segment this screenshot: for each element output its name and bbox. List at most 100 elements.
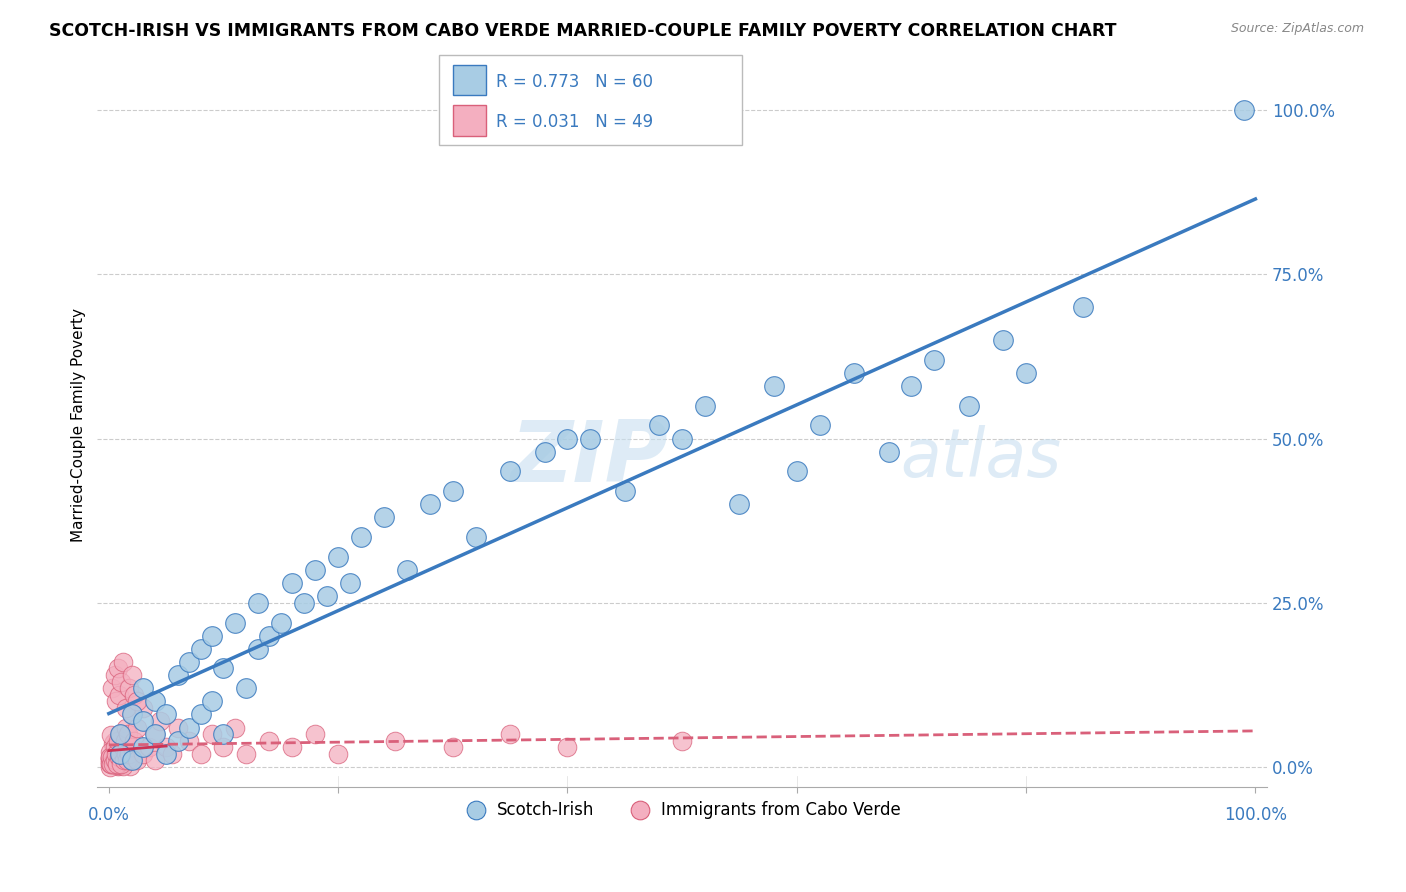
Point	[118, 753, 141, 767]
Point	[98, 756, 121, 770]
Text: 0.0%: 0.0%	[89, 806, 129, 824]
Point	[166, 668, 188, 682]
Text: R = 0.773   N = 60: R = 0.773 N = 60	[496, 73, 654, 91]
Point	[110, 755, 132, 769]
Point	[100, 756, 122, 771]
Point	[613, 484, 636, 499]
Point	[132, 747, 155, 761]
Point	[246, 641, 269, 656]
Point	[110, 751, 132, 765]
Point	[304, 563, 326, 577]
Point	[104, 755, 127, 769]
Point	[108, 750, 131, 764]
Text: 100.0%: 100.0%	[1225, 806, 1286, 824]
Text: ZIP: ZIP	[510, 417, 668, 500]
Point	[212, 661, 235, 675]
Point	[107, 661, 129, 675]
Point	[100, 756, 122, 771]
Point	[499, 464, 522, 478]
Point	[103, 735, 125, 749]
Point	[108, 688, 131, 702]
Point	[118, 681, 141, 696]
Point	[103, 756, 125, 770]
Point	[143, 727, 166, 741]
Point	[98, 750, 121, 764]
Point	[98, 756, 121, 770]
Point	[104, 751, 127, 765]
Point	[384, 733, 406, 747]
Point	[143, 754, 166, 768]
Point	[118, 747, 141, 761]
Point	[100, 728, 122, 742]
Point	[259, 629, 281, 643]
Point	[671, 733, 693, 747]
Point	[98, 752, 121, 766]
Point	[190, 641, 212, 656]
Point	[122, 688, 145, 702]
Point	[143, 727, 166, 741]
Point	[108, 747, 131, 762]
Point	[121, 740, 143, 755]
Point	[224, 615, 246, 630]
Point	[419, 497, 441, 511]
Point	[900, 379, 922, 393]
Point	[259, 733, 281, 747]
Point	[117, 754, 139, 768]
Point	[107, 743, 129, 757]
Point	[108, 752, 131, 766]
Point	[115, 701, 138, 715]
Point	[110, 758, 132, 772]
Point	[132, 714, 155, 728]
Point	[212, 727, 235, 741]
Point	[1015, 366, 1038, 380]
Point	[105, 748, 128, 763]
Point	[579, 432, 602, 446]
Point	[108, 745, 131, 759]
Point	[190, 747, 212, 761]
Point	[107, 758, 129, 772]
Point	[98, 745, 121, 759]
Point	[103, 754, 125, 768]
Point	[991, 333, 1014, 347]
Point	[107, 733, 129, 747]
Point	[127, 694, 149, 708]
Point	[121, 668, 143, 682]
Point	[110, 674, 132, 689]
Point	[110, 747, 132, 761]
Point	[155, 707, 177, 722]
Point	[105, 736, 128, 750]
Point	[127, 721, 149, 735]
Point	[143, 694, 166, 708]
Point	[105, 757, 128, 772]
Point	[107, 756, 129, 771]
Text: R = 0.031   N = 49: R = 0.031 N = 49	[496, 113, 654, 131]
Point	[115, 741, 138, 756]
Point	[315, 589, 337, 603]
Point	[201, 629, 224, 643]
Point	[373, 510, 395, 524]
Text: atlas: atlas	[900, 425, 1062, 491]
Point	[957, 399, 980, 413]
Point	[104, 747, 127, 761]
Point	[105, 753, 128, 767]
Point	[441, 740, 464, 755]
Point	[281, 576, 304, 591]
Point	[166, 733, 188, 747]
Point	[786, 464, 808, 478]
Point	[281, 740, 304, 755]
Point	[121, 707, 143, 722]
Point	[132, 740, 155, 755]
Point	[177, 721, 200, 735]
Point	[246, 596, 269, 610]
Point	[557, 432, 579, 446]
Point	[103, 668, 125, 682]
Point	[155, 740, 177, 755]
Point	[98, 752, 121, 766]
Point	[114, 733, 136, 747]
Point	[110, 749, 132, 764]
Point	[115, 721, 138, 735]
Point	[111, 740, 134, 755]
Point	[112, 735, 135, 749]
Point	[201, 694, 224, 708]
Point	[464, 530, 486, 544]
